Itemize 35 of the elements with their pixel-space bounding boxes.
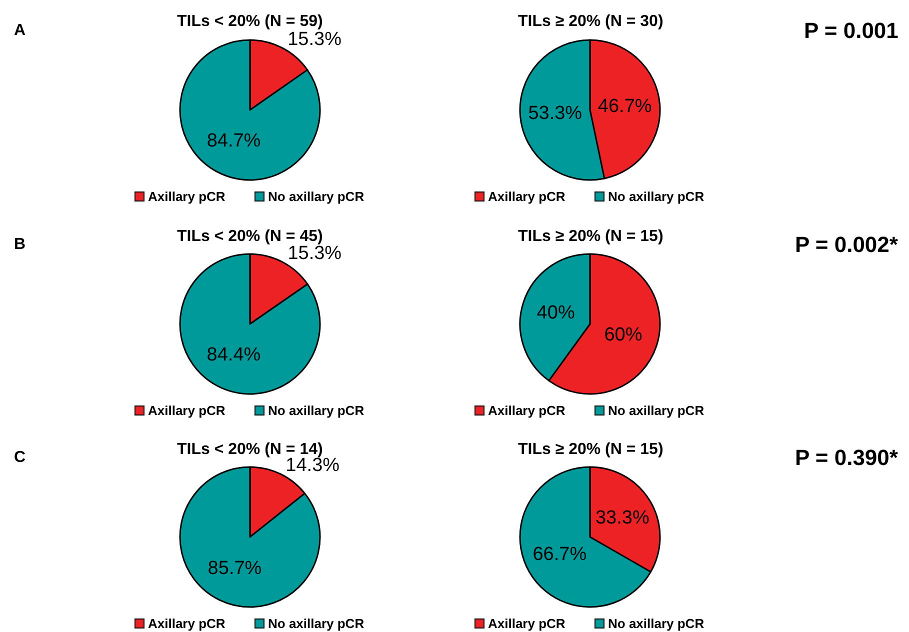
- legend-label: No axillary pCR: [608, 403, 705, 418]
- data-label: 46.7%: [598, 96, 652, 117]
- text: P = 0.390*: [795, 445, 898, 470]
- data-label: 33.3%: [595, 508, 650, 529]
- legend-label: No axillary pCR: [608, 616, 705, 631]
- text: P = 0.002*: [795, 232, 898, 257]
- legend-label: Axillary pCR: [488, 189, 566, 204]
- legend-label: No axillary pCR: [268, 403, 365, 418]
- data-label: 85.7%: [208, 558, 262, 580]
- legend-label: Axillary pCR: [488, 403, 566, 418]
- data-label: 15.3%: [288, 29, 342, 50]
- chart-title: TILs < 20% (N = 59): [177, 13, 323, 30]
- chart-title: TILs < 20% (N = 14): [177, 441, 323, 458]
- text: B: [14, 236, 26, 253]
- legend-label: Axillary pCR: [148, 189, 226, 204]
- legend-label: Axillary pCR: [148, 616, 226, 631]
- chart-title: TILs < 20% (N = 45): [177, 228, 323, 245]
- data-label: 15.3%: [288, 243, 342, 264]
- data-label: 60%: [604, 324, 642, 346]
- legend-label: Axillary pCR: [148, 403, 226, 418]
- legend-label: No axillary pCR: [268, 189, 365, 204]
- text: P = 0.001: [804, 18, 898, 43]
- text: A: [14, 22, 26, 39]
- data-label: 40%: [536, 302, 575, 324]
- text: C: [14, 449, 26, 466]
- data-label: 53.3%: [528, 103, 582, 124]
- data-label: 84.4%: [206, 344, 261, 366]
- data-label: 66.7%: [532, 544, 587, 566]
- legend-label: No axillary pCR: [608, 189, 705, 204]
- chart-title: TILs ≥ 20% (N = 30): [518, 13, 664, 30]
- chart-title: TILs ≥ 20% (N = 15): [518, 228, 664, 245]
- chart-title: TILs ≥ 20% (N = 15): [518, 441, 664, 458]
- data-label: 84.7%: [206, 130, 261, 152]
- legend-label: No axillary pCR: [268, 616, 365, 631]
- legend-label: Axillary pCR: [488, 616, 566, 631]
